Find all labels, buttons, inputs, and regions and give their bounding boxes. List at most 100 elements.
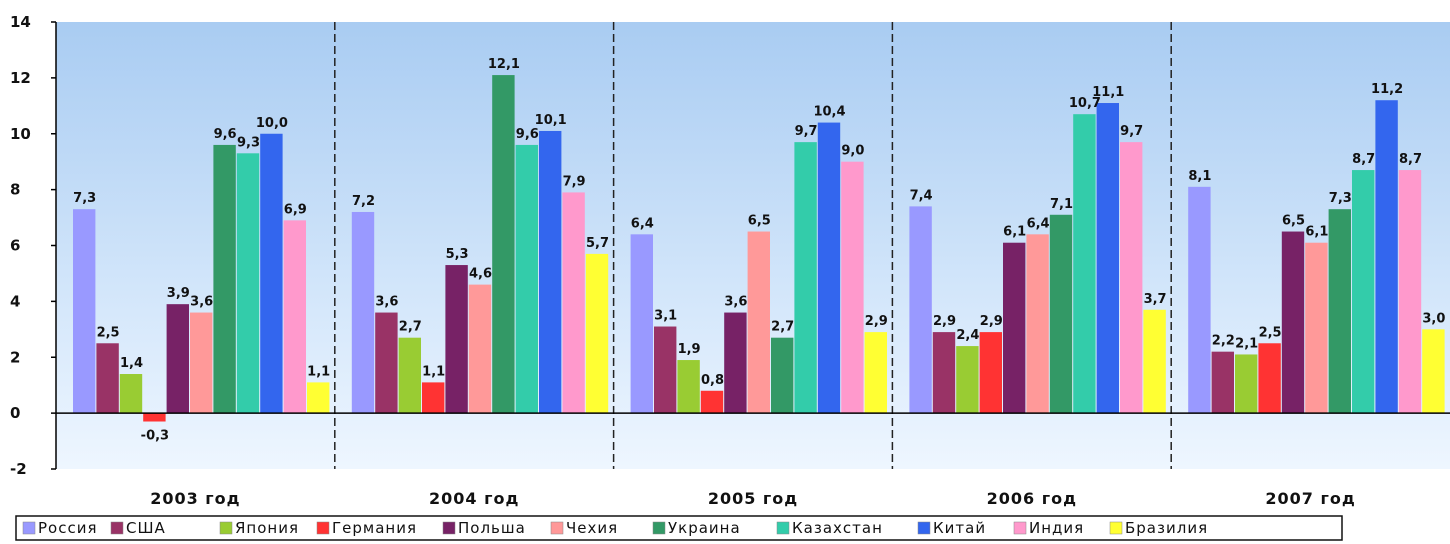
data-label: 2,5: [1259, 325, 1282, 340]
bar: [190, 312, 213, 414]
y-tick-label: 2: [10, 348, 20, 366]
bar: [351, 211, 375, 414]
data-label: 12,1: [488, 57, 520, 72]
bar: [96, 343, 119, 414]
data-label: 7,1: [1050, 197, 1073, 212]
data-label: 2,2: [1212, 334, 1235, 349]
legend-entry: Индия: [1029, 519, 1084, 537]
bar: [307, 382, 330, 414]
data-label: 7,3: [73, 191, 96, 206]
data-label: 3,0: [1422, 311, 1445, 326]
legend-swatch: [550, 521, 564, 535]
bar: [794, 142, 817, 414]
legend-entry: Россия: [38, 519, 98, 537]
data-label: 2,9: [865, 314, 888, 329]
data-label: 3,1: [654, 309, 677, 324]
category-labels: 2003 год 2004 год 2005 год 2006 год 2007 год: [150, 489, 1355, 508]
bar: [932, 332, 956, 414]
legend-swatch: [652, 521, 666, 535]
data-label: 0,8: [701, 373, 724, 388]
data-label: 9,6: [516, 127, 539, 142]
legend-swatch: [316, 521, 330, 535]
bar: [1398, 170, 1422, 414]
bar: [492, 75, 515, 414]
data-label: 10,1: [535, 113, 567, 128]
data-label: 9,7: [1120, 124, 1143, 139]
bar: [143, 413, 166, 422]
category-label: 2007 год: [1265, 489, 1355, 508]
data-label: 10,4: [813, 105, 845, 120]
data-label: 3,7: [1144, 292, 1167, 307]
bar: [724, 312, 747, 414]
bar: [841, 161, 864, 414]
bar: [236, 153, 260, 414]
data-labels: 7,32,51,4-0,33,93,69,69,310,06,91,17,23,…: [73, 57, 1445, 443]
bar: [73, 209, 96, 414]
bar: [817, 122, 841, 414]
data-label: 6,5: [748, 214, 771, 229]
data-label: 6,4: [1027, 216, 1050, 231]
bar: [956, 346, 979, 414]
data-label: 1,1: [307, 364, 330, 379]
bar: [445, 265, 468, 414]
bar: [771, 337, 794, 414]
bar: [864, 332, 887, 414]
data-label: 2,7: [771, 320, 794, 335]
data-label: 1,4: [120, 356, 143, 371]
bar: [1003, 242, 1026, 414]
legend-entry: Чехия: [566, 519, 618, 537]
bar: [585, 253, 609, 414]
bar: [1188, 186, 1211, 414]
data-label: 2,9: [933, 314, 956, 329]
legend: Россия США Япония Германия Польша Чехия Украин…: [15, 515, 1343, 541]
legend-swatch: [1013, 521, 1027, 535]
data-label: 6,1: [1003, 225, 1026, 240]
data-label: 1,1: [422, 364, 445, 379]
data-label: 8,7: [1352, 152, 1375, 167]
bar: [468, 284, 492, 414]
data-label: 3,6: [375, 295, 398, 310]
data-label: 2,1: [1235, 336, 1258, 351]
bar: [1305, 242, 1328, 414]
data-label: 10,7: [1069, 96, 1101, 111]
bar: [1143, 309, 1166, 414]
y-tick-label: 0: [10, 404, 20, 422]
bar: [539, 130, 562, 414]
bar: [1120, 142, 1143, 414]
legend-swatch: [110, 521, 124, 535]
category-label: 2003 год: [150, 489, 240, 508]
bar: [677, 360, 700, 414]
data-label: 11,2: [1371, 82, 1403, 97]
bar: [1258, 343, 1281, 414]
bar: [979, 332, 1002, 414]
legend-entry: Казахстан: [792, 519, 883, 537]
legend-entry: Япония: [235, 519, 299, 537]
data-label: 8,1: [1188, 169, 1211, 184]
data-label: 3,6: [724, 295, 747, 310]
y-tick-label: 10: [10, 125, 31, 143]
data-label: 2,4: [956, 328, 979, 343]
bar: [1281, 231, 1305, 414]
category-label: 2006 год: [987, 489, 1077, 508]
bar: [1235, 354, 1258, 414]
category-label: 2004 год: [429, 489, 519, 508]
data-label: 9,7: [795, 124, 818, 139]
data-label: 11,1: [1092, 85, 1124, 100]
bar: [562, 192, 585, 414]
bar: [375, 312, 398, 414]
data-label: 4,6: [469, 267, 492, 282]
bar: [260, 133, 283, 414]
bar: [909, 206, 932, 414]
legend-entry: Украина: [668, 519, 741, 537]
y-tick-label: 12: [10, 69, 31, 87]
bar: [515, 144, 538, 414]
legend-entry: США: [126, 519, 166, 537]
legend-swatch: [22, 521, 36, 535]
data-label: 1,9: [678, 342, 701, 357]
bar: [1026, 234, 1049, 414]
data-label: 3,9: [167, 286, 190, 301]
bar: [630, 234, 653, 414]
y-tick-label: -2: [10, 460, 27, 478]
bar: [654, 326, 677, 414]
